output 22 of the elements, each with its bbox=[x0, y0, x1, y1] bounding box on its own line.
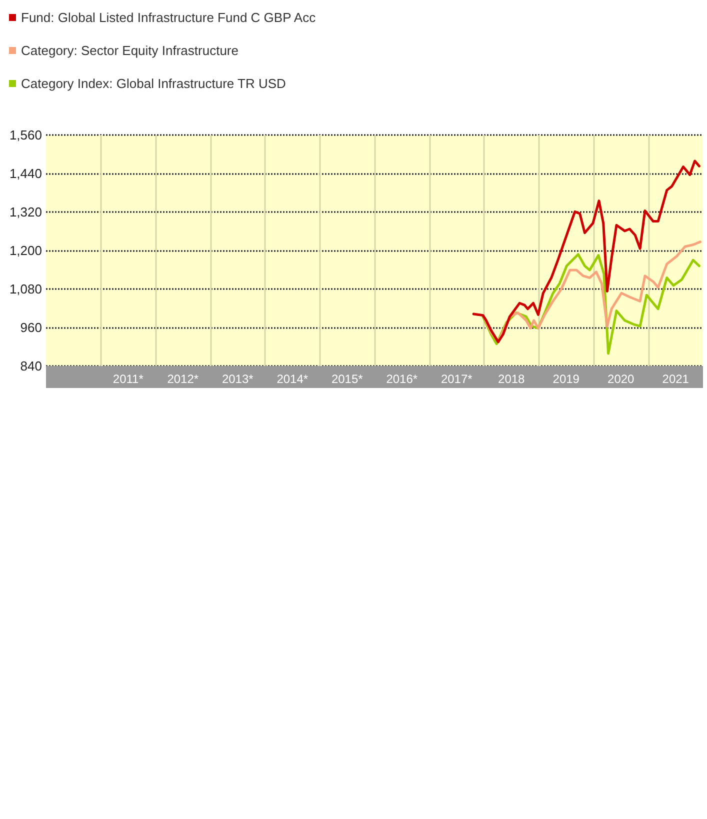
legend-label: Fund: Global Listed Infrastructure Fund C GBP Acc bbox=[21, 10, 316, 25]
x-tick-label: 2013* bbox=[222, 372, 254, 386]
x-tick-label: 2014* bbox=[276, 372, 308, 386]
y-tick-label: 960 bbox=[20, 320, 42, 335]
y-tick-label: 1,080 bbox=[9, 282, 42, 296]
line-series bbox=[472, 160, 700, 344]
x-tick-label: 2020 bbox=[608, 372, 635, 386]
y-tick-label: 840 bbox=[20, 358, 42, 374]
x-tick-label: 2012* bbox=[167, 372, 199, 386]
y-tick-label: 1,560 bbox=[9, 128, 42, 142]
x-tick-label: 2016* bbox=[386, 372, 418, 386]
x-tick-label: 2015* bbox=[331, 372, 364, 386]
y-tick-label: 1,200 bbox=[9, 243, 42, 258]
legend-label: Category Index: Global Infrastructure TR USD bbox=[21, 76, 286, 91]
x-tick-label: 2018 bbox=[498, 372, 526, 386]
x-tick-label: 2011* bbox=[112, 372, 144, 386]
legend-label: Category: Sector Equity Infrastructure bbox=[21, 43, 238, 58]
x-tick-label: 2019 bbox=[552, 372, 580, 386]
x-tick-label: 2021 bbox=[662, 372, 690, 386]
x-tick-label: 2017* bbox=[440, 372, 473, 386]
y-tick-label: 1,440 bbox=[9, 166, 42, 181]
y-tick-label: 1,320 bbox=[9, 204, 42, 220]
